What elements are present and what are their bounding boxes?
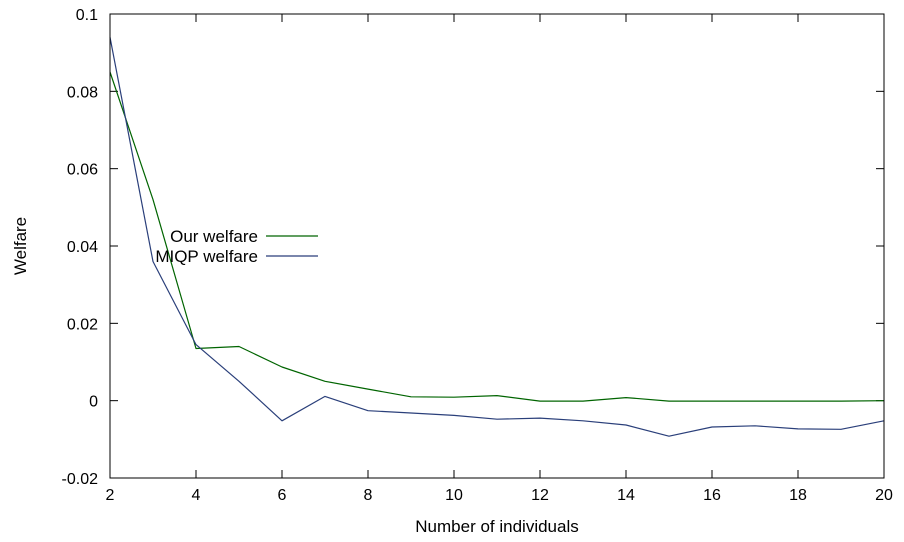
x-tick-label: 14	[617, 487, 635, 504]
y-tick-label: 0	[89, 394, 98, 411]
y-tick-label: 0.08	[67, 84, 98, 101]
x-tick-label: 2	[106, 487, 115, 504]
y-tick-label: -0.02	[62, 471, 99, 488]
x-tick-label: 8	[364, 487, 373, 504]
series-layer	[109, 37, 885, 437]
series-line-our-welfare	[109, 71, 885, 402]
legend-label: Our welfare	[170, 227, 258, 246]
plot-frame	[109, 13, 885, 479]
y-tick-label: 0.1	[76, 7, 98, 24]
x-tick-label: 10	[445, 487, 463, 504]
x-tick-label: 12	[531, 487, 549, 504]
y-tick-label: 0.02	[67, 316, 98, 333]
x-tick-label: 4	[192, 487, 201, 504]
x-tick-label: 18	[789, 487, 807, 504]
series-line-miqp-welfare	[109, 37, 885, 437]
legend-label: MIQP welfare	[155, 247, 258, 266]
ticks-layer: 2 4 6 8 10 12 14 16 18 20 -0.02 0 0.02 0.04 0.06 0.08 0.…	[62, 7, 893, 504]
y-tick-label: 0.06	[67, 162, 98, 179]
y-axis-title: Welfare	[11, 217, 30, 275]
y-tick-label: 0.04	[67, 239, 98, 256]
x-tick-label: 6	[278, 487, 287, 504]
x-tick-label: 20	[875, 487, 893, 504]
x-tick-label: 16	[703, 487, 721, 504]
x-axis-title: Number of individuals	[415, 517, 578, 536]
